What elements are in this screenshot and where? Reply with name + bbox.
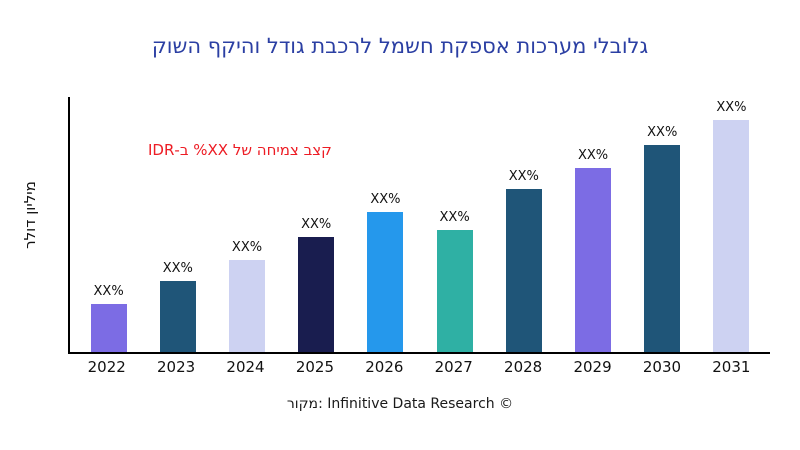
x-axis-label-2026: 2026 bbox=[365, 358, 404, 376]
bar-value-label: XX% bbox=[162, 260, 193, 276]
x-axis-label-2029: 2029 bbox=[573, 358, 612, 376]
bar-2023 bbox=[159, 280, 196, 352]
bar-group-2024: XX% bbox=[212, 97, 281, 352]
bar-group-2027: XX% bbox=[420, 97, 489, 352]
bar-2026 bbox=[367, 211, 404, 352]
bar-2031 bbox=[713, 119, 750, 352]
bar-2024 bbox=[229, 260, 265, 352]
x-axis-labels: 2022 2023 2024 2025 2026 2027 2028 2029 2030 2031 bbox=[68, 358, 770, 376]
bar-2022 bbox=[90, 303, 127, 352]
bar-2029 bbox=[575, 168, 612, 352]
bar-group-2031: XX% bbox=[697, 97, 766, 352]
bar-group-2029: XX% bbox=[558, 97, 627, 352]
bar-value-label: XX% bbox=[647, 125, 678, 141]
bar-2027 bbox=[436, 229, 473, 352]
x-axis-label-2022: 2022 bbox=[87, 358, 126, 376]
x-axis-label-2028: 2028 bbox=[504, 358, 543, 376]
bar-value-label: XX% bbox=[93, 283, 124, 299]
x-axis-label-2025: 2025 bbox=[295, 358, 335, 376]
plot-area: קצב צמיחה של XX% ב-IDR XX% XX% XX% XX% XX% XX… bbox=[68, 97, 770, 354]
bar-group-2028: XX% bbox=[489, 97, 558, 352]
bar-value-label: XX% bbox=[508, 168, 539, 184]
bar-value-label: XX% bbox=[370, 191, 401, 207]
bar-group-2023: XX% bbox=[143, 97, 212, 352]
bar-value-label: XX% bbox=[301, 217, 332, 233]
x-axis-label-2024: 2024 bbox=[226, 358, 265, 376]
bar-value-label: XX% bbox=[577, 148, 609, 164]
bar-value-label: XX% bbox=[231, 240, 263, 256]
bar-group-2030: XX% bbox=[628, 97, 697, 352]
bar-value-label: XX% bbox=[716, 99, 747, 115]
source-caption: מקור: Infinitive Data Research © bbox=[286, 396, 514, 412]
bar-group-2026: XX% bbox=[351, 97, 420, 352]
x-axis-label-2031: 2031 bbox=[712, 358, 751, 376]
chart-title: גלובלי מערכות אספקת חשמל לרכבת גודל והיק… bbox=[151, 34, 649, 58]
x-axis-label-2023: 2023 bbox=[157, 358, 196, 376]
bars-row: XX% XX% XX% XX% XX% XX% XX% XX% XX% XX% bbox=[70, 97, 770, 352]
bar-value-label: XX% bbox=[439, 209, 470, 225]
bar-2025 bbox=[298, 237, 335, 352]
bar-group-2025: XX% bbox=[282, 97, 351, 352]
bar-2030 bbox=[644, 145, 681, 352]
x-axis-label-2027: 2027 bbox=[434, 358, 473, 376]
y-axis-label: מיליון דולר bbox=[21, 181, 39, 249]
bar-2028 bbox=[505, 188, 542, 352]
growth-rate-annotation: קצב צמיחה של XX% ב-IDR bbox=[148, 141, 332, 159]
bar-group-2022: XX% bbox=[74, 97, 143, 352]
x-axis-label-2030: 2030 bbox=[642, 358, 682, 376]
